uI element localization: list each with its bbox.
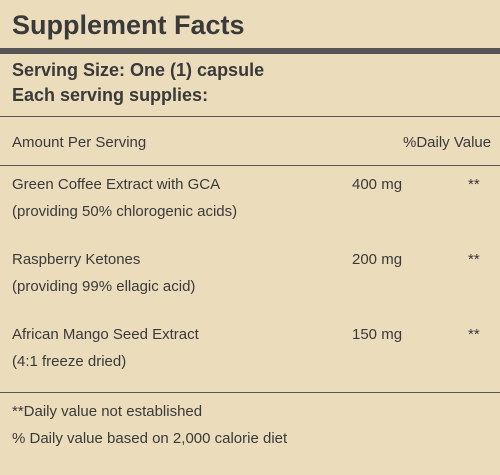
amount: 400 mg (352, 176, 403, 193)
daily-value: ** (468, 326, 480, 343)
ingredient-name: African Mango Seed Extract (12, 326, 199, 343)
rule (0, 116, 500, 117)
ingredient-note: (providing 99% ellagic acid) (12, 278, 196, 295)
rule (0, 392, 500, 393)
footnote: **Daily value not established (12, 403, 203, 420)
ingredient-name: Green Coffee Extract with GCA (12, 176, 221, 193)
daily-value: ** (468, 251, 480, 268)
amount-header: Amount Per Serving (12, 134, 147, 151)
serving-supplies: Each serving supplies: (12, 85, 209, 105)
title: Supplement Facts (12, 10, 245, 40)
rule (0, 48, 500, 54)
serving-size: Serving Size: One (1) capsule (12, 60, 265, 80)
dv-header: %Daily Value (403, 134, 492, 151)
daily-value: ** (468, 176, 480, 193)
ingredient-note: (4:1 freeze dried) (12, 353, 127, 370)
amount: 200 mg (352, 251, 403, 268)
ingredient-note: (providing 50% chlorogenic acids) (12, 203, 238, 220)
ingredient-name: Raspberry Ketones (12, 251, 141, 268)
rule (0, 165, 500, 166)
amount: 150 mg (352, 326, 403, 343)
footnote: % Daily value based on 2,000 calorie die… (12, 430, 288, 447)
